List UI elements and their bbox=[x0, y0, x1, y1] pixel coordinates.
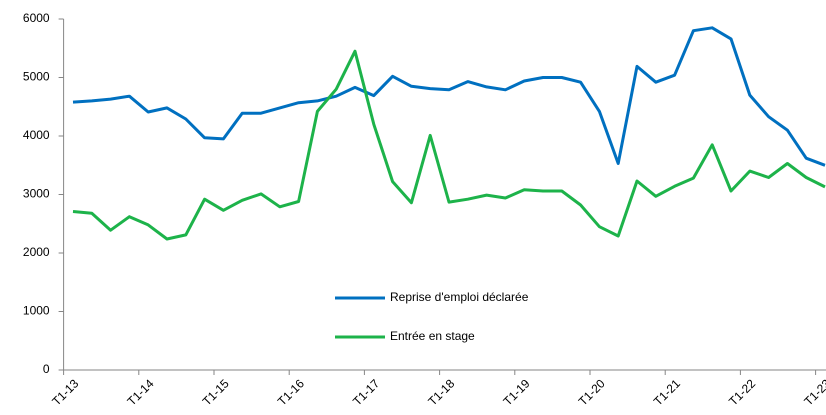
x-tick-label: T1-22 bbox=[726, 376, 758, 408]
legend-label: Reprise d'emploi déclarée bbox=[390, 290, 529, 304]
x-tick-label: T1-18 bbox=[425, 376, 457, 408]
x-tick-label: T1-16 bbox=[275, 376, 307, 408]
y-tick-label: 3000 bbox=[23, 187, 50, 201]
x-tick-label: T1-21 bbox=[651, 376, 683, 408]
y-tick-label: 2000 bbox=[23, 245, 50, 259]
x-tick-label: T1-20 bbox=[576, 376, 608, 408]
y-tick-label: 0 bbox=[43, 362, 50, 376]
y-tick-label: 5000 bbox=[23, 70, 50, 84]
y-tick-label: 4000 bbox=[23, 128, 50, 142]
legend-label: Entrée en stage bbox=[390, 329, 475, 343]
y-tick-label: 1000 bbox=[23, 304, 50, 318]
y-tick-label: 6000 bbox=[23, 11, 50, 25]
data-line bbox=[72, 49, 826, 241]
x-tick-label: T1-17 bbox=[350, 376, 382, 408]
data-line bbox=[72, 26, 826, 167]
x-tick-label: T1-19 bbox=[500, 376, 532, 408]
x-tick-label: T1-15 bbox=[200, 376, 232, 408]
x-tick-label: T1-13 bbox=[49, 376, 81, 408]
x-tick-label: T1-14 bbox=[124, 376, 156, 408]
x-tick-label: T1-23 bbox=[801, 376, 826, 408]
